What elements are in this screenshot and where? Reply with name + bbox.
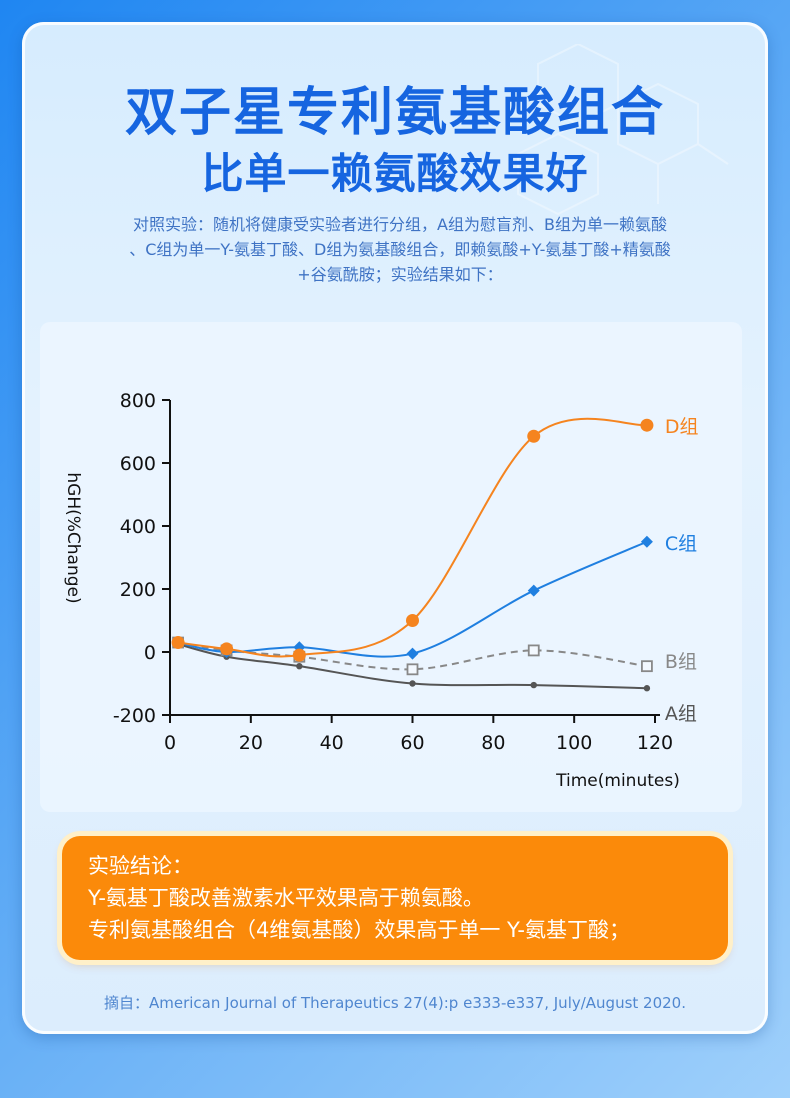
series-label: C组	[665, 533, 697, 555]
conclusion-heading: 实验结论：	[88, 854, 193, 878]
y-tick-label: 800	[120, 390, 156, 412]
x-tick-label: 100	[556, 732, 592, 754]
data-point	[640, 418, 654, 432]
series-line	[177, 540, 648, 658]
source-citation: 摘自：American Journal of Therapeutics 27(4…	[104, 994, 686, 1012]
series-label: A组	[665, 703, 697, 725]
data-point	[641, 660, 653, 673]
series-label: B组	[665, 651, 697, 673]
x-tick-label: 80	[481, 732, 505, 754]
y-tick-label: -200	[113, 705, 156, 727]
data-point	[406, 614, 419, 627]
x-tick-label: 20	[239, 732, 263, 754]
data-point	[409, 680, 416, 687]
y-tick-label: 400	[120, 516, 156, 538]
data-point	[406, 663, 419, 676]
y-tick-label: 600	[120, 453, 156, 475]
page-subtitle: 比单一赖氨酸效果好	[201, 149, 589, 198]
data-point	[296, 662, 303, 670]
x-tick-label: 120	[637, 732, 673, 754]
description-line: +谷氨酰胺；实验结果如下：	[297, 265, 503, 284]
series-label: D组	[665, 416, 699, 438]
hgh-line-chart: -200 0 200 400 600 800 0 20 40 60 80 100 120 Time(min…	[63, 390, 699, 791]
page-title: 双子星专利氨基酸组合	[124, 83, 665, 143]
data-point	[406, 647, 419, 660]
data-point	[527, 584, 540, 597]
data-point	[171, 636, 185, 650]
data-point	[220, 642, 234, 656]
data-point	[527, 429, 541, 443]
molecule-decoration	[517, 44, 729, 216]
conclusion-box: 实验结论： Y-氨基丁酸改善激素水平效果高于赖氨酸。 专利氨基酸组合（4维氨基酸…	[62, 836, 728, 960]
data-point	[527, 644, 540, 657]
x-tick-label: 0	[164, 732, 176, 754]
y-tick-label: 0	[144, 642, 156, 664]
data-point	[530, 681, 537, 689]
x-tick-label: 60	[400, 732, 424, 754]
x-axis-label: Time(minutes)	[555, 771, 680, 791]
description-line: 对照实验：随机将健康受实验者进行分组，A组为慰盲剂、B组为单一赖氨酸	[133, 215, 667, 234]
data-point	[292, 648, 306, 662]
x-tick-label: 40	[320, 732, 344, 754]
y-axis-label: hGH(%Change)	[63, 472, 83, 603]
data-point	[640, 535, 653, 548]
y-tick-label: 200	[120, 579, 156, 601]
conclusion-line: Y-氨基丁酸改善激素水平效果高于赖氨酸。	[88, 886, 484, 910]
description-line: 、C组为单一Y-氨基丁酸、D组为氨基酸组合，即赖氨酸+Y-氨基丁酸+精氨酸	[129, 240, 671, 259]
chart-panel	[40, 322, 742, 812]
data-point	[643, 685, 651, 692]
experiment-description: 对照实验：随机将健康受实验者进行分组，A组为慰盲剂、B组为单一赖氨酸 、C组为单…	[60, 212, 740, 287]
conclusion-line: 专利氨基酸组合（4维氨基酸）效果高于单一 Y-氨基丁酸；	[88, 918, 630, 942]
